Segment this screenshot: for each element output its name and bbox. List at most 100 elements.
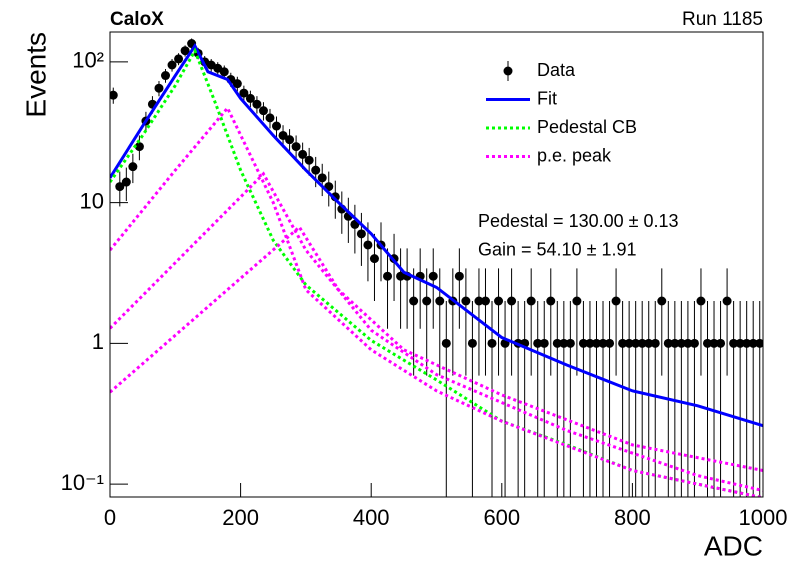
data-point (663, 338, 673, 348)
data-point (369, 254, 379, 264)
data-point (356, 229, 366, 239)
x-tick-label: 1000 (739, 505, 788, 530)
data-point (154, 83, 164, 93)
data-point (585, 338, 595, 348)
data-point (709, 338, 719, 348)
data-point (716, 338, 726, 348)
data-point (729, 338, 739, 348)
legend-label: Pedestal CB (537, 117, 637, 137)
data-point (474, 296, 484, 306)
data-point (272, 121, 282, 131)
data-point (565, 338, 575, 348)
legend-marker (503, 66, 513, 76)
legend-label: p.e. peak (537, 145, 612, 165)
annotation: Gain = 54.10 ± 1.91 (478, 239, 637, 259)
data-point (428, 271, 438, 281)
data-point (245, 93, 255, 103)
data-point (670, 338, 680, 348)
fit-curve (110, 105, 763, 497)
data-point (552, 338, 562, 348)
y-axis-label: Events (20, 32, 51, 118)
data-point (487, 338, 497, 348)
data-point (110, 90, 118, 100)
y-tick-label: 10² (72, 48, 104, 73)
data-point (128, 162, 138, 172)
data-point (494, 296, 504, 306)
data-point (422, 296, 432, 306)
legend-label: Fit (537, 88, 557, 108)
data-point (539, 338, 549, 348)
data-point (591, 338, 601, 348)
data-point (304, 155, 314, 165)
data-point (676, 338, 686, 348)
plot-area (110, 38, 763, 497)
data-point (526, 296, 536, 306)
chart-subtitle: Run 1185 (682, 9, 763, 30)
data-point (467, 338, 477, 348)
data-point (180, 46, 190, 56)
data-point (317, 173, 327, 183)
data-point (722, 296, 732, 306)
frame (109, 31, 764, 498)
chart-title: CaloX (110, 9, 164, 30)
data-point (219, 67, 229, 77)
data-point (605, 338, 615, 348)
data-point (755, 338, 763, 348)
y-tick-label: 10 (80, 188, 104, 213)
y-tick-label: 10⁻¹ (61, 470, 104, 495)
data-point (631, 338, 641, 348)
data-point (239, 88, 249, 98)
data-point (232, 79, 242, 89)
data-point (298, 149, 308, 159)
data-point (559, 338, 569, 348)
data-point (624, 338, 634, 348)
data-point (696, 296, 706, 306)
data-point (174, 54, 184, 64)
data-point (748, 338, 758, 348)
x-tick-label: 600 (483, 505, 520, 530)
y-tick-label: 1 (92, 329, 104, 354)
data-point (409, 296, 419, 306)
data-point (533, 338, 543, 348)
data-point (578, 338, 588, 348)
data-point (278, 130, 288, 140)
x-axis-label: ADC (704, 530, 763, 561)
x-tick-label: 400 (353, 505, 390, 530)
data-point (363, 240, 373, 250)
x-tick-label: 800 (614, 505, 651, 530)
data-point (637, 338, 647, 348)
data-point (572, 296, 582, 306)
x-tick-label: 200 (222, 505, 259, 530)
data-point (121, 177, 131, 187)
data-point (167, 60, 177, 70)
data-point (480, 296, 490, 306)
data-point (134, 142, 144, 152)
data-point (507, 296, 517, 306)
data-point (161, 71, 171, 81)
data-point (252, 99, 262, 109)
data-point (441, 338, 451, 348)
x-tick-label: 0 (104, 505, 116, 530)
data-point (291, 142, 301, 152)
data-point (383, 271, 393, 281)
legend-label: Data (537, 60, 576, 80)
data-point (454, 271, 464, 281)
data-point (650, 338, 660, 348)
data-point (435, 296, 445, 306)
data-point (618, 338, 628, 348)
data-point (611, 296, 621, 306)
annotation: Pedestal = 130.00 ± 0.13 (478, 211, 679, 231)
data-point (657, 296, 667, 306)
data-point (115, 182, 125, 192)
data-point (702, 338, 712, 348)
data-point (311, 165, 321, 175)
data-point (396, 271, 406, 281)
data-point (735, 338, 745, 348)
data-point (742, 338, 752, 348)
data-point (258, 106, 268, 116)
data-point (285, 135, 295, 145)
data-point (546, 296, 556, 306)
fit-curve (110, 42, 763, 428)
